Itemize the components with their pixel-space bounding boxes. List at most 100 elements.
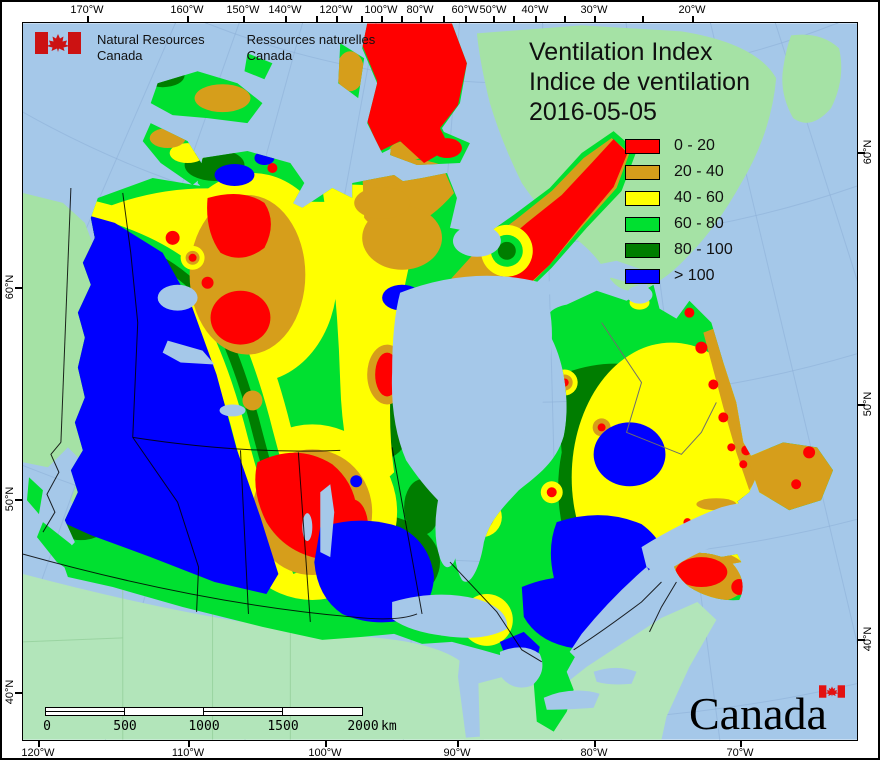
axis-tick — [535, 16, 537, 22]
lake-michigan — [457, 655, 480, 738]
legend-label: 60 - 80 — [674, 215, 724, 232]
legend-swatch-gt-100 — [625, 268, 660, 284]
legend-row: 40 - 60 — [625, 185, 733, 211]
axis-tick — [361, 16, 363, 22]
great-slave-lake — [162, 340, 215, 365]
scale-label: 1500 — [267, 719, 299, 734]
nrcan-logo: Natural Resources Canada Ressources natur… — [35, 32, 375, 64]
legend: 0 - 20 20 - 40 40 - 60 60 - 80 80 - 100 … — [625, 133, 733, 289]
lake-erie — [543, 690, 600, 710]
legend-row: > 100 — [625, 263, 733, 289]
lake-winnipegosis — [302, 513, 313, 542]
axis-label-top: 80°W — [406, 4, 434, 16]
water-bodies — [157, 224, 777, 738]
lake-huron — [499, 647, 543, 688]
axis-tick — [858, 404, 865, 406]
axis-label-bottom: 120°W — [21, 747, 55, 759]
axis-tick — [564, 16, 566, 22]
legend-row: 20 - 40 — [625, 159, 733, 185]
title-line-fr: Indice de ventilation — [529, 68, 750, 96]
legend-swatch-0-20 — [625, 138, 660, 154]
scale-segment — [124, 707, 204, 716]
axis-tick — [858, 152, 865, 154]
axis-tick — [38, 741, 40, 747]
axis-tick — [188, 741, 190, 747]
wordmark-text: Canada — [689, 688, 827, 739]
legend-label: 0 - 20 — [674, 137, 715, 154]
scale-label: 500 — [113, 719, 137, 734]
nrcan-name-fr: Ressources naturelles Canada — [246, 32, 376, 63]
foxe-basin — [452, 224, 501, 257]
axis-tick — [513, 16, 515, 22]
nrcan-name-en: Natural Resources Canada — [97, 32, 205, 63]
axis-label-top: 40°W — [521, 4, 549, 16]
title-line-en: Ventilation Index — [529, 38, 713, 66]
axis-tick — [187, 16, 189, 22]
legend-label: 80 - 100 — [674, 241, 733, 258]
canada-flag-icon — [35, 32, 81, 54]
axis-tick — [336, 16, 338, 22]
axis-tick — [401, 16, 403, 22]
axis-tick — [325, 741, 327, 747]
axis-tick — [642, 16, 644, 22]
axis-tick — [465, 16, 467, 22]
lake-ontario — [593, 667, 637, 685]
scale-bar: 0 500 1000 1500 2000 km — [43, 707, 405, 737]
iceland — [782, 34, 842, 123]
legend-row: 60 - 80 — [625, 211, 733, 237]
st-lawrence-river — [569, 567, 650, 662]
axis-tick — [457, 741, 459, 747]
axis-tick — [443, 16, 445, 22]
legend-swatch-40-60 — [625, 190, 660, 206]
legend-label: > 100 — [674, 267, 715, 284]
axis-tick — [381, 16, 383, 22]
lake-winnipeg — [320, 484, 335, 558]
axis-tick — [15, 287, 22, 289]
legend-row: 0 - 20 — [625, 133, 733, 159]
axis-tick — [15, 499, 22, 501]
alaska — [23, 192, 103, 468]
axis-tick — [316, 16, 318, 22]
axis-label-top: 170°W — [70, 4, 104, 16]
canada-ventilation-map — [23, 23, 857, 740]
axis-label-top: 140°W — [268, 4, 302, 16]
scale-segment — [203, 707, 283, 716]
canada-wordmark: Canada — [689, 685, 845, 740]
scale-label: 1000 — [188, 719, 220, 734]
map-title: Ventilation Index Indice de ventilation … — [529, 37, 750, 127]
axis-tick — [594, 741, 596, 747]
us-land — [23, 574, 717, 740]
axis-label-top: 60°W — [451, 4, 479, 16]
hudson-strait — [541, 260, 652, 295]
axis-label-top: 20°W — [678, 4, 706, 16]
lake-athabasca — [219, 404, 246, 417]
axis-tick — [740, 741, 742, 747]
great-bear-lake — [157, 284, 198, 311]
legend-swatch-80-100 — [625, 242, 660, 258]
axis-tick — [420, 16, 422, 22]
axis-label-bottom: 100°W — [308, 747, 342, 759]
hudson-bay — [391, 275, 552, 568]
axis-tick — [243, 16, 245, 22]
scale-segment — [45, 707, 125, 716]
axis-tick — [15, 692, 22, 694]
axis-tick — [493, 16, 495, 22]
axis-label-top: 150°W — [226, 4, 260, 16]
legend-swatch-60-80 — [625, 216, 660, 232]
axis-label-top: 160°W — [170, 4, 204, 16]
axis-tick — [858, 639, 865, 641]
legend-swatch-20-40 — [625, 164, 660, 180]
scale-label: 0 — [43, 719, 51, 734]
axis-label-bottom: 90°W — [443, 747, 471, 759]
axis-tick — [87, 16, 89, 22]
axis-label-bottom: 110°W — [171, 747, 205, 759]
axis-tick — [285, 16, 287, 22]
wordmark-flag-icon — [819, 685, 845, 698]
political-borders — [23, 187, 677, 663]
axis-label-top: 50°W — [479, 4, 507, 16]
axis-tick — [692, 16, 694, 22]
scale-unit: km — [381, 719, 397, 734]
axis-label-top: 30°W — [580, 4, 608, 16]
axis-label-bottom: 70°W — [726, 747, 754, 759]
legend-label: 40 - 60 — [674, 189, 724, 206]
